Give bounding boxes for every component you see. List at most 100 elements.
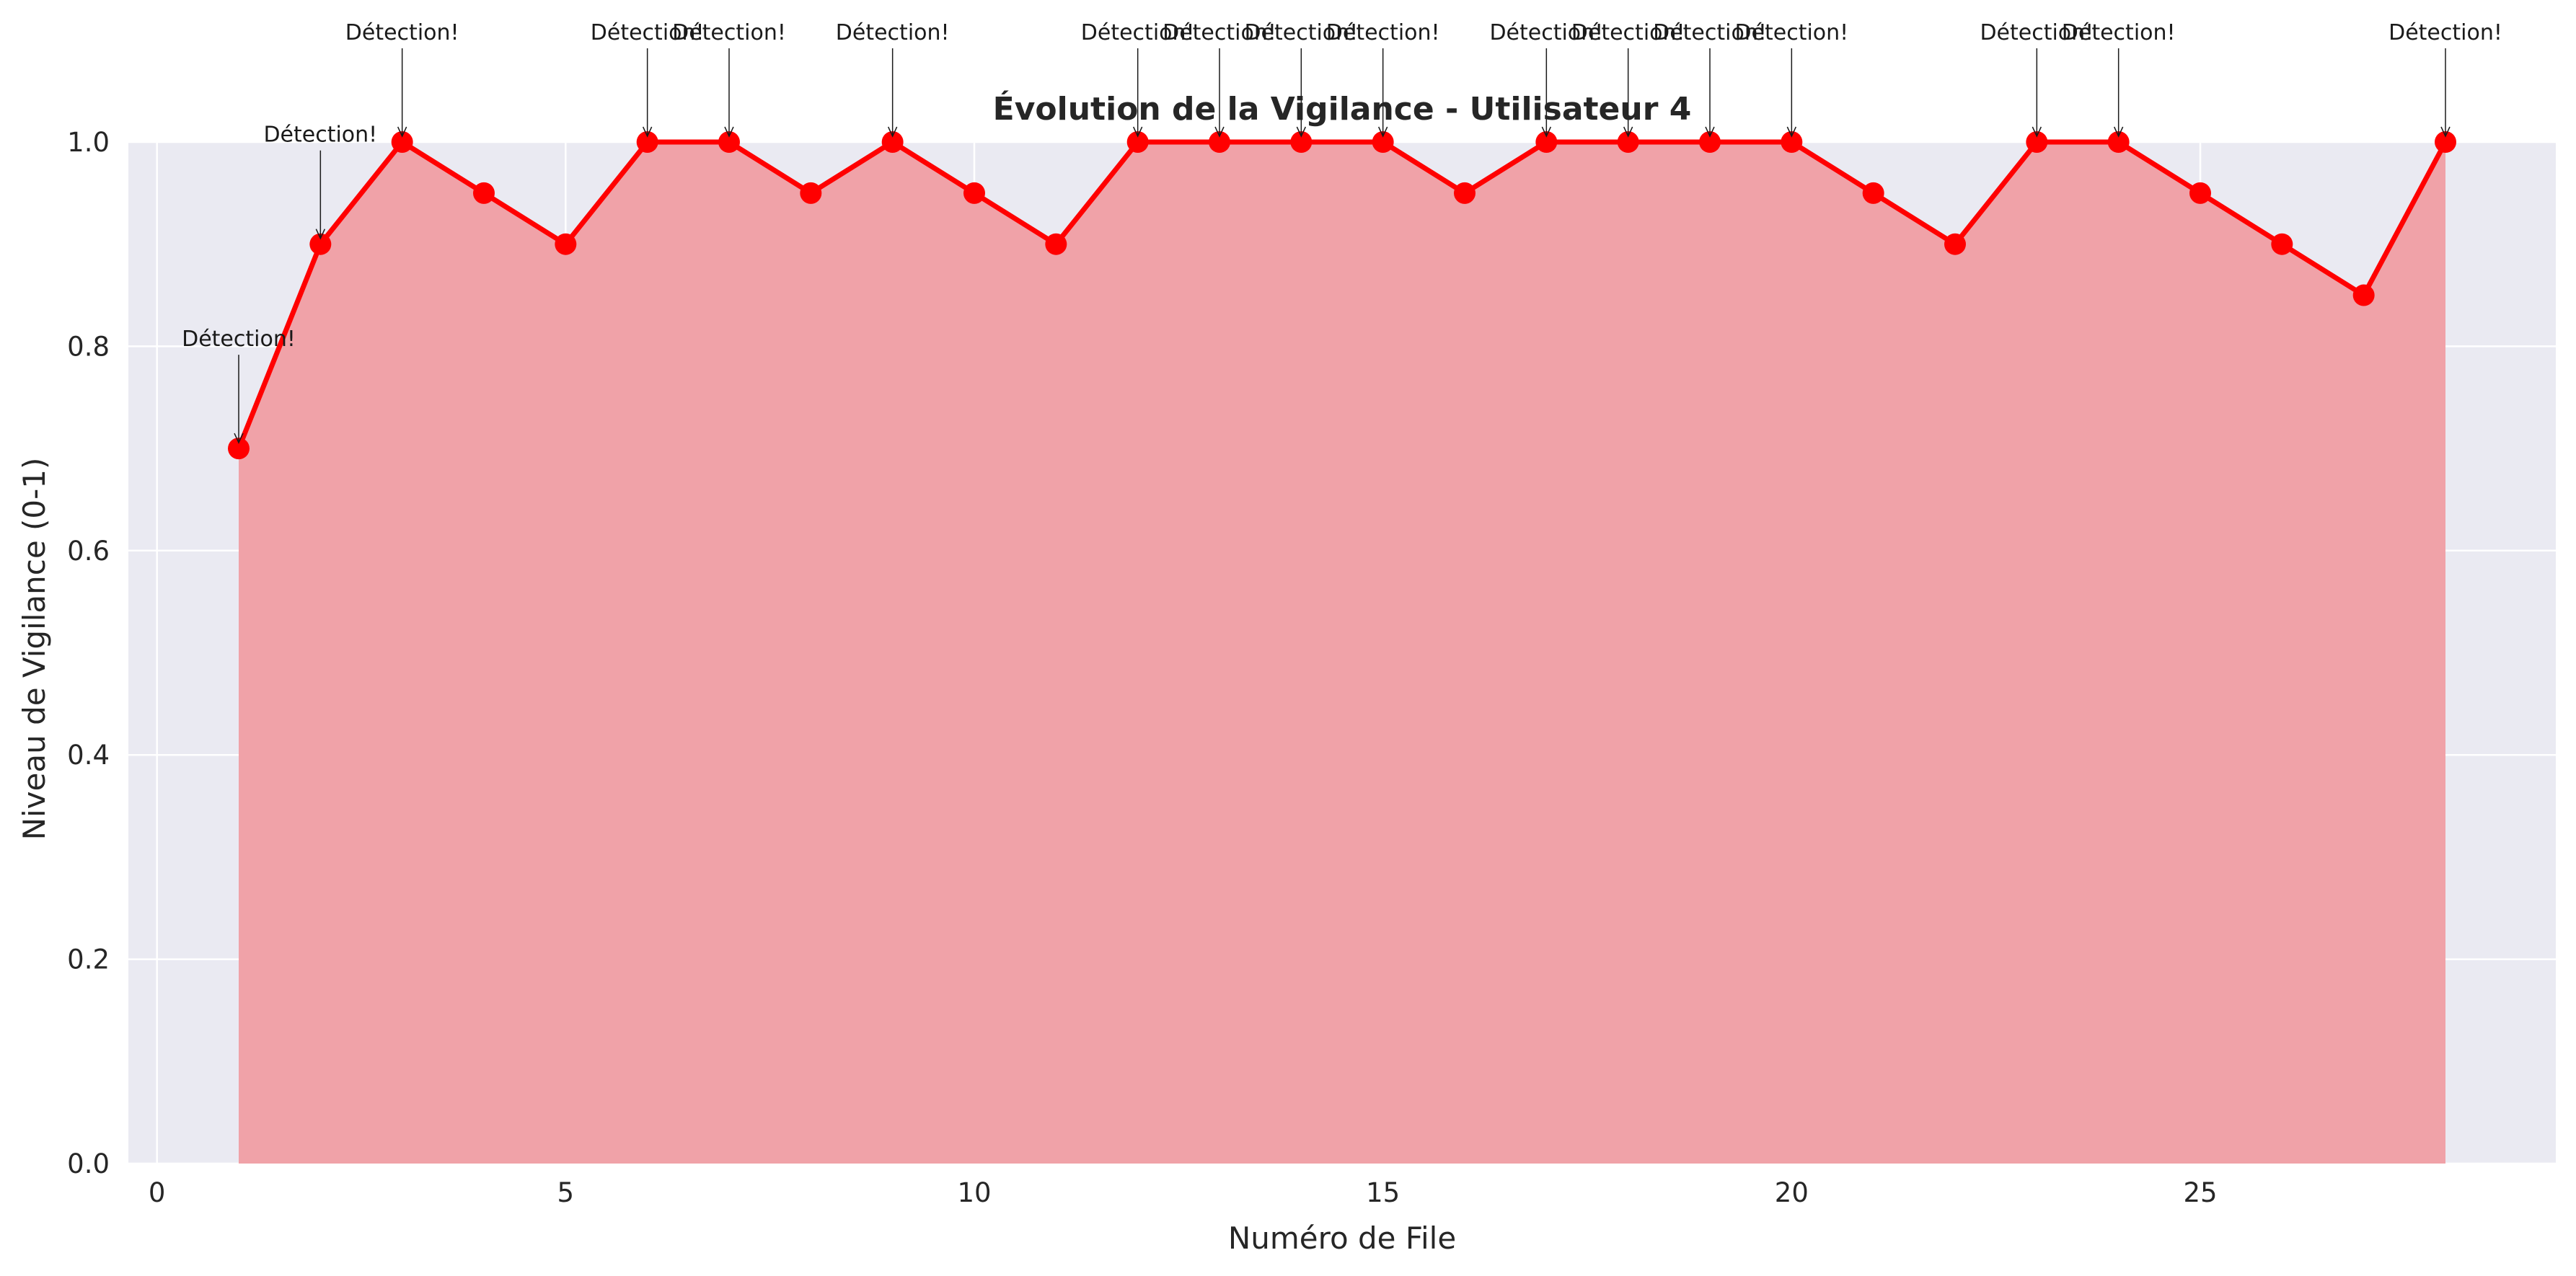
- detection-annotation: Détection!: [836, 20, 950, 138]
- data-point: [2271, 233, 2293, 255]
- data-point: [1209, 131, 1230, 153]
- detection-annotation: Détection!: [1244, 20, 1358, 138]
- annotation-arrowhead: [1132, 126, 1143, 138]
- annotation-label: Détection!: [1489, 20, 1603, 45]
- data-point: [1617, 131, 1639, 153]
- detection-annotation: Détection!: [182, 327, 296, 444]
- annotation-arrowhead: [315, 229, 326, 240]
- annotation-arrowhead: [1786, 126, 1797, 138]
- annotation-label: Détection!: [263, 123, 377, 148]
- annotation-arrowhead: [1296, 126, 1307, 138]
- x-tick-label: 10: [957, 1177, 991, 1208]
- annotation-arrowhead: [1705, 126, 1715, 138]
- detection-annotation: Détection!: [1081, 20, 1195, 138]
- annotation-label: Détection!: [1734, 20, 1848, 45]
- annotation-arrowhead: [1214, 126, 1225, 138]
- y-tick-label: 0.2: [67, 944, 110, 975]
- data-point: [718, 131, 740, 153]
- detection-annotation: Détection!: [1734, 20, 1848, 138]
- data-point: [2189, 182, 2211, 204]
- vigilance-area: [239, 142, 2445, 1164]
- annotation-arrowhead: [887, 126, 898, 138]
- vigilance-series: [228, 131, 2456, 460]
- detection-annotation: Détection!: [2388, 20, 2502, 138]
- data-point: [228, 438, 250, 460]
- data-point: [2352, 284, 2375, 306]
- x-tick-label: 20: [1775, 1177, 1809, 1208]
- detection-annotation: Détection!: [1571, 20, 1685, 138]
- annotation-label: Détection!: [1163, 20, 1276, 45]
- data-point: [2107, 131, 2130, 153]
- annotation-arrowhead: [724, 126, 734, 138]
- vigilance-line: [236, 139, 2448, 450]
- data-point: [1862, 182, 1884, 204]
- detection-annotation: Détection!: [1326, 20, 1440, 138]
- data-point: [1126, 131, 1149, 153]
- data-point: [963, 182, 985, 204]
- annotation-arrowhead: [642, 126, 653, 138]
- annotation-arrowhead: [397, 126, 407, 138]
- x-tick-label: 5: [557, 1177, 575, 1208]
- data-point: [1290, 131, 1313, 153]
- annotation-label: Détection!: [591, 20, 705, 45]
- data-point: [555, 233, 577, 255]
- chart-title: Évolution de la Vigilance - Utilisateur …: [993, 89, 1692, 128]
- x-axis-label: Numéro de File: [1228, 1220, 1456, 1256]
- y-axis-ticks: 0.0 0.2 0.4 0.6 0.8 1.0: [67, 127, 110, 1179]
- data-point: [2026, 131, 2048, 153]
- x-tick-label: 0: [149, 1177, 166, 1208]
- detection-annotation: Détection!: [1653, 20, 1767, 138]
- detection-annotation: Détection!: [263, 123, 377, 240]
- x-axis-ticks: 0 5 10 15 20 25: [149, 1177, 2218, 1208]
- y-tick-label: 0.6: [67, 536, 110, 567]
- annotation-arrowhead: [2113, 126, 2124, 138]
- annotation-label: Détection!: [1571, 20, 1685, 45]
- detection-annotation: Détection!: [1489, 20, 1603, 138]
- detection-annotation: Détection!: [1980, 20, 2094, 138]
- annotation-label: Détection!: [672, 20, 786, 45]
- annotation-label: Détection!: [1653, 20, 1767, 45]
- y-axis-label: Niveau de Vigilance (0-1): [17, 458, 52, 841]
- y-tick-label: 0.4: [67, 740, 110, 771]
- annotation-arrowhead: [1377, 126, 1388, 138]
- annotation-label: Détection!: [2062, 20, 2176, 45]
- data-point: [1045, 233, 1067, 255]
- data-point: [1944, 233, 1966, 255]
- annotation-label: Détection!: [1326, 20, 1440, 45]
- x-tick-label: 15: [1366, 1177, 1400, 1208]
- annotation-label: Détection!: [1081, 20, 1195, 45]
- annotation-arrowhead: [2032, 126, 2042, 138]
- x-tick-label: 25: [2183, 1177, 2217, 1208]
- data-point: [1699, 131, 1721, 153]
- data-point: [1372, 131, 1394, 153]
- data-point: [391, 131, 413, 153]
- annotation-label: Détection!: [1980, 20, 2094, 45]
- data-point: [636, 131, 658, 153]
- annotation-label: Détection!: [182, 327, 296, 352]
- data-point: [473, 182, 495, 204]
- detection-annotation: Détection!: [345, 20, 459, 138]
- detection-annotations: Détection!Détection!Détection! Détection!…: [182, 20, 2502, 444]
- annotation-label: Détection!: [345, 20, 459, 45]
- annotation-arrowhead: [1541, 126, 1552, 138]
- detection-annotation: Détection!: [591, 20, 705, 138]
- area-fill: [239, 142, 2445, 1164]
- data-point: [309, 233, 332, 255]
- annotation-arrowhead: [234, 433, 244, 444]
- annotation-arrowhead: [2440, 126, 2451, 138]
- annotation-arrowhead: [1623, 126, 1633, 138]
- data-point: [800, 182, 822, 204]
- data-point: [2435, 131, 2456, 153]
- data-point: [1781, 131, 1803, 153]
- annotation-label: Détection!: [2388, 20, 2502, 45]
- data-point: [881, 131, 904, 153]
- y-tick-label: 1.0: [67, 127, 110, 158]
- annotation-label: Détection!: [836, 20, 950, 45]
- data-point: [1454, 182, 1476, 204]
- y-tick-label: 0.8: [67, 331, 110, 362]
- detection-annotation: Détection!: [1163, 20, 1276, 138]
- y-tick-label: 0.0: [67, 1148, 110, 1179]
- annotation-label: Détection!: [1244, 20, 1358, 45]
- data-point: [1535, 131, 1558, 153]
